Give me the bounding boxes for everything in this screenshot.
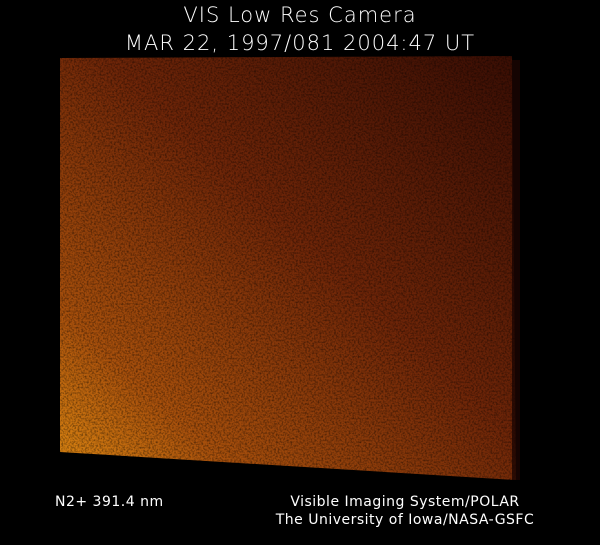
- image-timestamp: MAR 22, 1997/081 2004:47 UT: [124, 31, 476, 55]
- instrument-label: Visible Imaging System/POLAR: [290, 494, 520, 510]
- institution-label: The University of Iowa/NASA-GSFC: [275, 512, 535, 528]
- filter-label: N2+ 391.4 nm: [55, 494, 164, 510]
- image-title: VIS Low Res Camera: [183, 3, 417, 27]
- right-edge-band: [512, 60, 520, 480]
